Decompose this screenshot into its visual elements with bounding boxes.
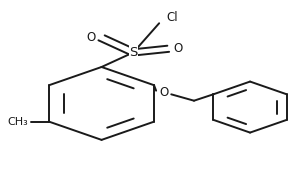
Text: O: O bbox=[159, 86, 168, 99]
Text: Cl: Cl bbox=[167, 11, 178, 24]
Text: O: O bbox=[174, 42, 183, 55]
Text: CH₃: CH₃ bbox=[7, 117, 28, 127]
Text: O: O bbox=[87, 31, 96, 44]
Text: S: S bbox=[129, 46, 138, 59]
